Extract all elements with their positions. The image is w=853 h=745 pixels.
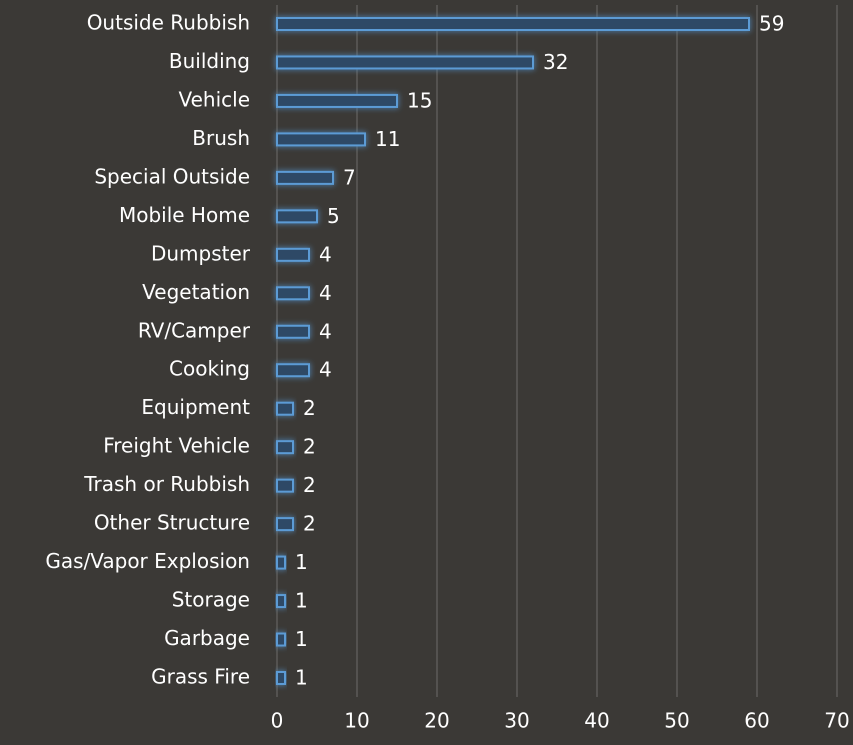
x-tick-label: 10	[344, 709, 369, 733]
data-label: 2	[303, 435, 316, 459]
data-label: 59	[759, 12, 784, 36]
data-label: 1	[295, 550, 308, 574]
x-tick-label: 20	[424, 709, 449, 733]
y-tick-label: Vegetation	[142, 280, 250, 304]
y-tick-label: Gas/Vapor Explosion	[45, 549, 250, 573]
bar	[276, 632, 286, 647]
y-tick-label: Vehicle	[178, 87, 250, 111]
data-label: 5	[327, 204, 340, 228]
bar	[276, 93, 398, 108]
bar	[276, 170, 334, 185]
y-tick-label: Grass Fire	[151, 664, 250, 688]
y-tick-label: Storage	[172, 588, 250, 612]
data-label: 2	[303, 473, 316, 497]
data-label: 4	[319, 319, 332, 343]
bar	[276, 17, 750, 31]
bar	[276, 132, 366, 147]
bar	[276, 324, 310, 339]
bar	[276, 478, 294, 493]
bar	[276, 363, 310, 378]
data-label: 1	[295, 627, 308, 651]
bar	[276, 517, 294, 532]
bar	[276, 594, 286, 609]
y-tick-label: Garbage	[164, 626, 250, 650]
bar	[276, 440, 294, 455]
data-label: 32	[543, 50, 568, 74]
y-tick-label: Freight Vehicle	[103, 434, 250, 458]
x-tick-label: 0	[271, 709, 284, 733]
y-tick-label: Trash or Rubbish	[83, 472, 250, 496]
data-label: 2	[303, 512, 316, 536]
y-tick-label: Equipment	[141, 395, 250, 419]
bar	[276, 555, 286, 570]
data-label: 4	[319, 281, 332, 305]
x-tick-label: 50	[664, 709, 689, 733]
y-tick-label: Other Structure	[94, 511, 250, 535]
data-label: 11	[375, 127, 400, 151]
bar	[276, 247, 310, 262]
x-tick-label: 70	[824, 709, 849, 733]
y-tick-label: Brush	[192, 126, 250, 150]
data-label: 15	[407, 88, 432, 112]
data-label: 1	[295, 589, 308, 613]
y-tick-label: Dumpster	[151, 241, 251, 265]
x-tick-label: 40	[584, 709, 609, 733]
y-tick-label: Outside Rubbish	[87, 11, 250, 35]
bar	[276, 670, 286, 685]
bar	[276, 286, 310, 301]
bar	[276, 401, 294, 416]
data-label: 4	[319, 242, 332, 266]
data-label: 1	[295, 665, 308, 689]
bar	[276, 55, 534, 70]
y-tick-label: RV/Camper	[138, 318, 251, 342]
data-label: 2	[303, 396, 316, 420]
data-label: 4	[319, 358, 332, 382]
y-tick-label: Cooking	[169, 357, 250, 381]
data-label: 7	[343, 165, 356, 189]
x-tick-label: 60	[744, 709, 769, 733]
y-tick-label: Special Outside	[94, 164, 250, 188]
x-tick-label: 30	[504, 709, 529, 733]
bar	[276, 209, 318, 224]
y-tick-label: Building	[169, 49, 250, 73]
y-tick-label: Mobile Home	[119, 203, 250, 227]
